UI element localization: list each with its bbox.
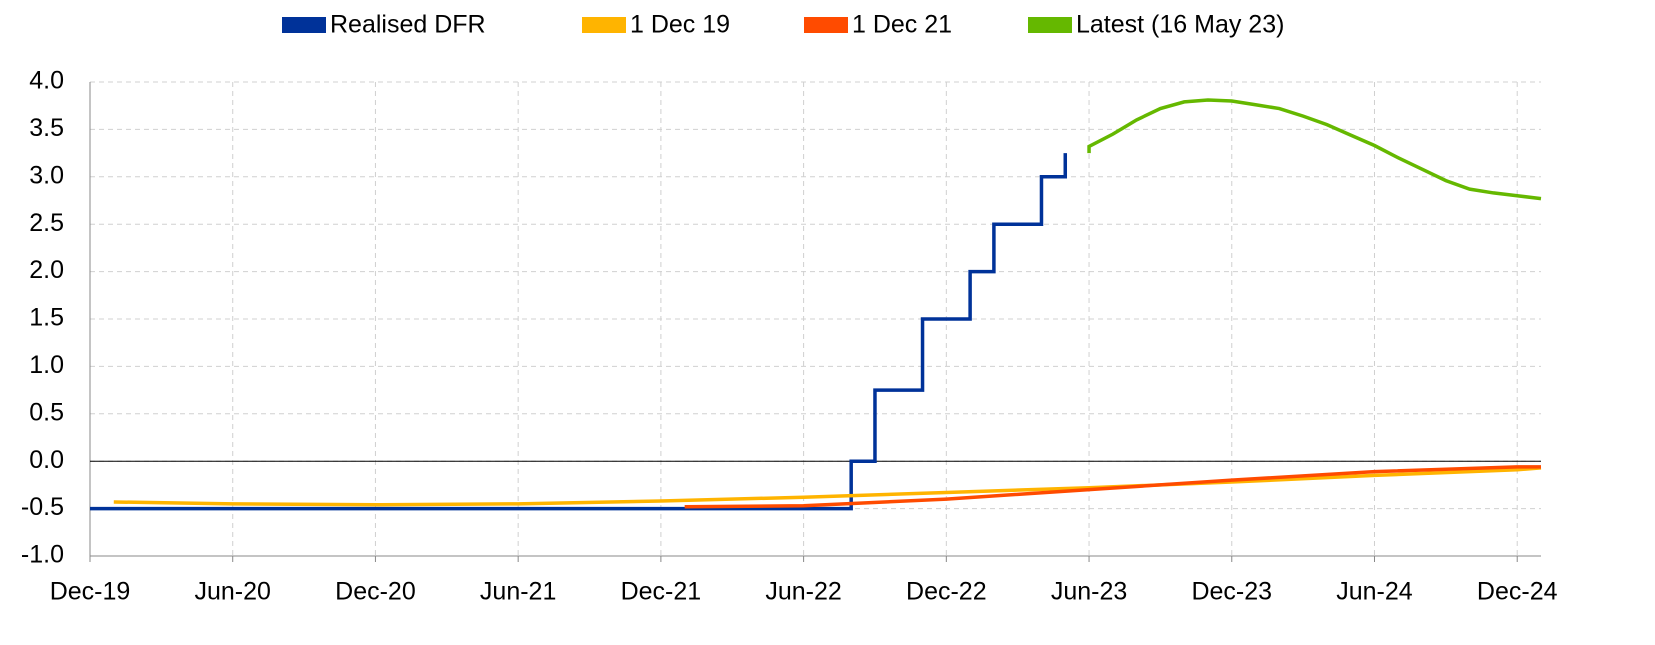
y-tick-label: 1.0 bbox=[29, 351, 64, 379]
legend-label: 1 Dec 21 bbox=[852, 11, 952, 39]
series-line bbox=[1087, 98, 1542, 201]
y-tick-label: 2.0 bbox=[29, 256, 64, 284]
legend-swatch bbox=[804, 17, 848, 33]
x-tick-label: Dec-22 bbox=[906, 578, 987, 606]
x-tick-label: Dec-24 bbox=[1477, 578, 1558, 606]
y-tick-label: -0.5 bbox=[21, 493, 64, 521]
y-tick-label: 1.5 bbox=[29, 304, 64, 332]
legend-label: Latest (16 May 23) bbox=[1076, 11, 1284, 39]
x-tick-label: Dec-20 bbox=[335, 578, 416, 606]
y-tick-label: 0.0 bbox=[29, 446, 64, 474]
y-tick-label: 3.5 bbox=[29, 114, 64, 142]
legend-swatch bbox=[1028, 17, 1072, 33]
x-tick-label: Dec-19 bbox=[50, 578, 131, 606]
y-tick-label: 0.5 bbox=[29, 398, 64, 426]
legend-label: Realised DFR bbox=[330, 11, 486, 39]
legend-swatch bbox=[582, 17, 626, 33]
y-tick-label: 2.5 bbox=[29, 209, 64, 237]
x-tick-label: Jun-23 bbox=[1051, 578, 1127, 606]
x-tick-label: Dec-21 bbox=[621, 578, 702, 606]
legend-label: 1 Dec 19 bbox=[630, 11, 730, 39]
legend-swatch bbox=[282, 17, 326, 33]
y-tick-label: 3.0 bbox=[29, 161, 64, 189]
y-tick-label: 4.0 bbox=[29, 67, 64, 95]
x-tick-label: Jun-22 bbox=[765, 578, 841, 606]
series-line bbox=[113, 466, 1542, 507]
x-tick-label: Dec-23 bbox=[1191, 578, 1272, 606]
y-tick-label: -1.0 bbox=[21, 541, 64, 569]
x-tick-label: Jun-21 bbox=[480, 578, 556, 606]
x-tick-label: Jun-24 bbox=[1336, 578, 1413, 606]
series-line bbox=[90, 153, 1068, 511]
x-tick-label: Jun-20 bbox=[194, 578, 270, 606]
series-line bbox=[684, 465, 1541, 509]
